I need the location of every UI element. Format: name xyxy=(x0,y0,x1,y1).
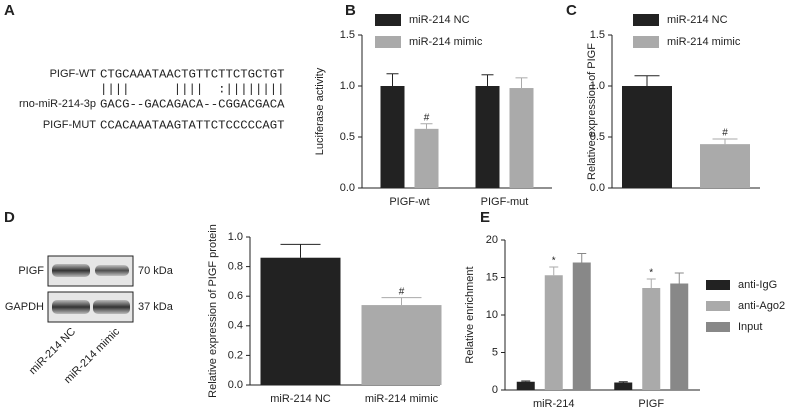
y-tick-label: 0.2 xyxy=(228,349,243,361)
bar xyxy=(516,381,535,390)
y-tick-label: 1.0 xyxy=(590,80,605,92)
y-tick-label: 0.5 xyxy=(590,131,605,143)
y-tick-label: 0 xyxy=(492,384,498,396)
panel-label: E xyxy=(480,209,490,226)
significance: # xyxy=(424,112,430,123)
legend-swatch xyxy=(633,36,659,48)
y-tick-label: 1.0 xyxy=(228,231,243,243)
x-tick-label: miR-214 xyxy=(533,398,575,410)
legend-label: miR-214 NC xyxy=(409,14,470,26)
significance: * xyxy=(649,268,653,279)
x-tick-label: miR-214 mimic xyxy=(365,393,439,405)
seq-label: PIGF-WT xyxy=(50,68,97,80)
blot-band xyxy=(52,264,90,277)
legend-swatch xyxy=(706,301,730,311)
panel-label: C xyxy=(566,2,577,19)
y-tick-label: 0.5 xyxy=(340,131,355,143)
legend-swatch xyxy=(375,14,401,26)
bar xyxy=(670,283,689,390)
legend-label: anti-Ago2 xyxy=(738,300,785,312)
y-axis-label: Luciferase activity xyxy=(314,67,326,155)
bar xyxy=(475,86,500,188)
legend-label: anti-IgG xyxy=(738,279,777,291)
bar xyxy=(572,262,591,390)
legend-label: miR-214 mimic xyxy=(409,36,483,48)
legend-swatch xyxy=(375,36,401,48)
y-tick-label: 1.5 xyxy=(340,29,355,41)
x-tick-label: PIGF-wt xyxy=(389,196,429,208)
legend-swatch xyxy=(633,14,659,26)
bar xyxy=(622,86,672,188)
x-tick-label: miR-214 NC xyxy=(270,393,331,405)
legend-swatch xyxy=(706,280,730,290)
legend-label: miR-214 mimic xyxy=(667,36,741,48)
y-axis-label: Relative expression of PIGF protein xyxy=(207,224,219,398)
y-tick-label: 0.6 xyxy=(228,290,243,302)
significance: # xyxy=(722,128,728,139)
seq-label: rno-miR-214-3p xyxy=(19,98,96,110)
y-tick-label: 1.5 xyxy=(590,29,605,41)
y-axis-label: Relative expression of PIGF xyxy=(586,43,598,180)
legend-label: miR-214 NC xyxy=(667,14,728,26)
panel-label: D xyxy=(4,209,15,226)
bar xyxy=(509,88,534,188)
bar xyxy=(614,382,633,390)
bar xyxy=(414,128,439,188)
legend-swatch xyxy=(706,322,730,332)
y-tick-label: 0.0 xyxy=(590,182,605,194)
y-axis-label: Relative enrichment xyxy=(464,266,476,363)
blot-size: 70 kDa xyxy=(138,265,174,277)
bar xyxy=(642,288,661,390)
y-tick-label: 10 xyxy=(486,309,498,321)
y-tick-label: 15 xyxy=(486,271,498,283)
x-tick-label: PIGF xyxy=(638,398,664,410)
sequence: GACG--GACAGACA--CGGACGACA xyxy=(100,97,285,111)
seq-label: PIGF-MUT xyxy=(43,119,96,131)
bar xyxy=(361,305,442,385)
bar xyxy=(544,275,563,390)
blot-band xyxy=(95,265,129,276)
y-tick-label: 1.0 xyxy=(340,80,355,92)
sequence: CTGCAAATAACTGTTCTTCTGCTGT xyxy=(100,67,284,81)
blot-size: 37 kDa xyxy=(138,301,174,313)
pairing: |||| |||| :|||||||| xyxy=(100,82,284,96)
blot-band xyxy=(93,300,130,314)
y-tick-label: 0.8 xyxy=(228,261,243,273)
blot-row-label: PIGF xyxy=(18,265,44,277)
blot-row-label: GAPDH xyxy=(5,301,44,313)
bar xyxy=(260,257,341,385)
significance: # xyxy=(399,286,405,297)
legend-label: Input xyxy=(738,321,762,333)
blot-band xyxy=(52,300,90,314)
significance: * xyxy=(552,256,556,267)
panel-label: A xyxy=(4,2,15,19)
y-tick-label: 20 xyxy=(486,234,498,246)
y-tick-label: 0.0 xyxy=(228,379,243,391)
x-tick-label: PIGF-mut xyxy=(481,196,529,208)
y-tick-label: 0.4 xyxy=(228,320,243,332)
panel-label: B xyxy=(345,2,356,19)
sequence: CCACAAATAAGTATTCTCCCCCAGT xyxy=(100,118,284,132)
bar xyxy=(700,144,750,188)
y-tick-label: 5 xyxy=(492,346,498,358)
y-tick-label: 0.0 xyxy=(340,182,355,194)
bar xyxy=(380,86,405,188)
